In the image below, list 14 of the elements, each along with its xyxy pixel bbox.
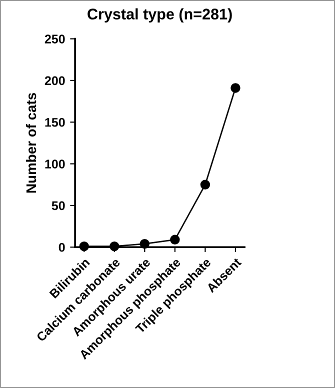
point <box>140 238 150 249</box>
point <box>170 234 180 245</box>
point <box>110 241 120 252</box>
point <box>200 180 210 190</box>
y-axis-title: Number of cats <box>26 92 36 193</box>
point <box>79 241 89 252</box>
y-tick-label: 50 <box>52 201 65 210</box>
chart-title: Crystal type (n=281) <box>88 8 232 23</box>
y-tick-label: 200 <box>44 76 65 86</box>
point <box>230 83 240 93</box>
y-tick-label: 150 <box>45 118 65 127</box>
y-tick-label: 0 <box>58 242 65 252</box>
y-tick-label: 100 <box>45 160 65 168</box>
y-tick-label: 250 <box>44 34 65 44</box>
